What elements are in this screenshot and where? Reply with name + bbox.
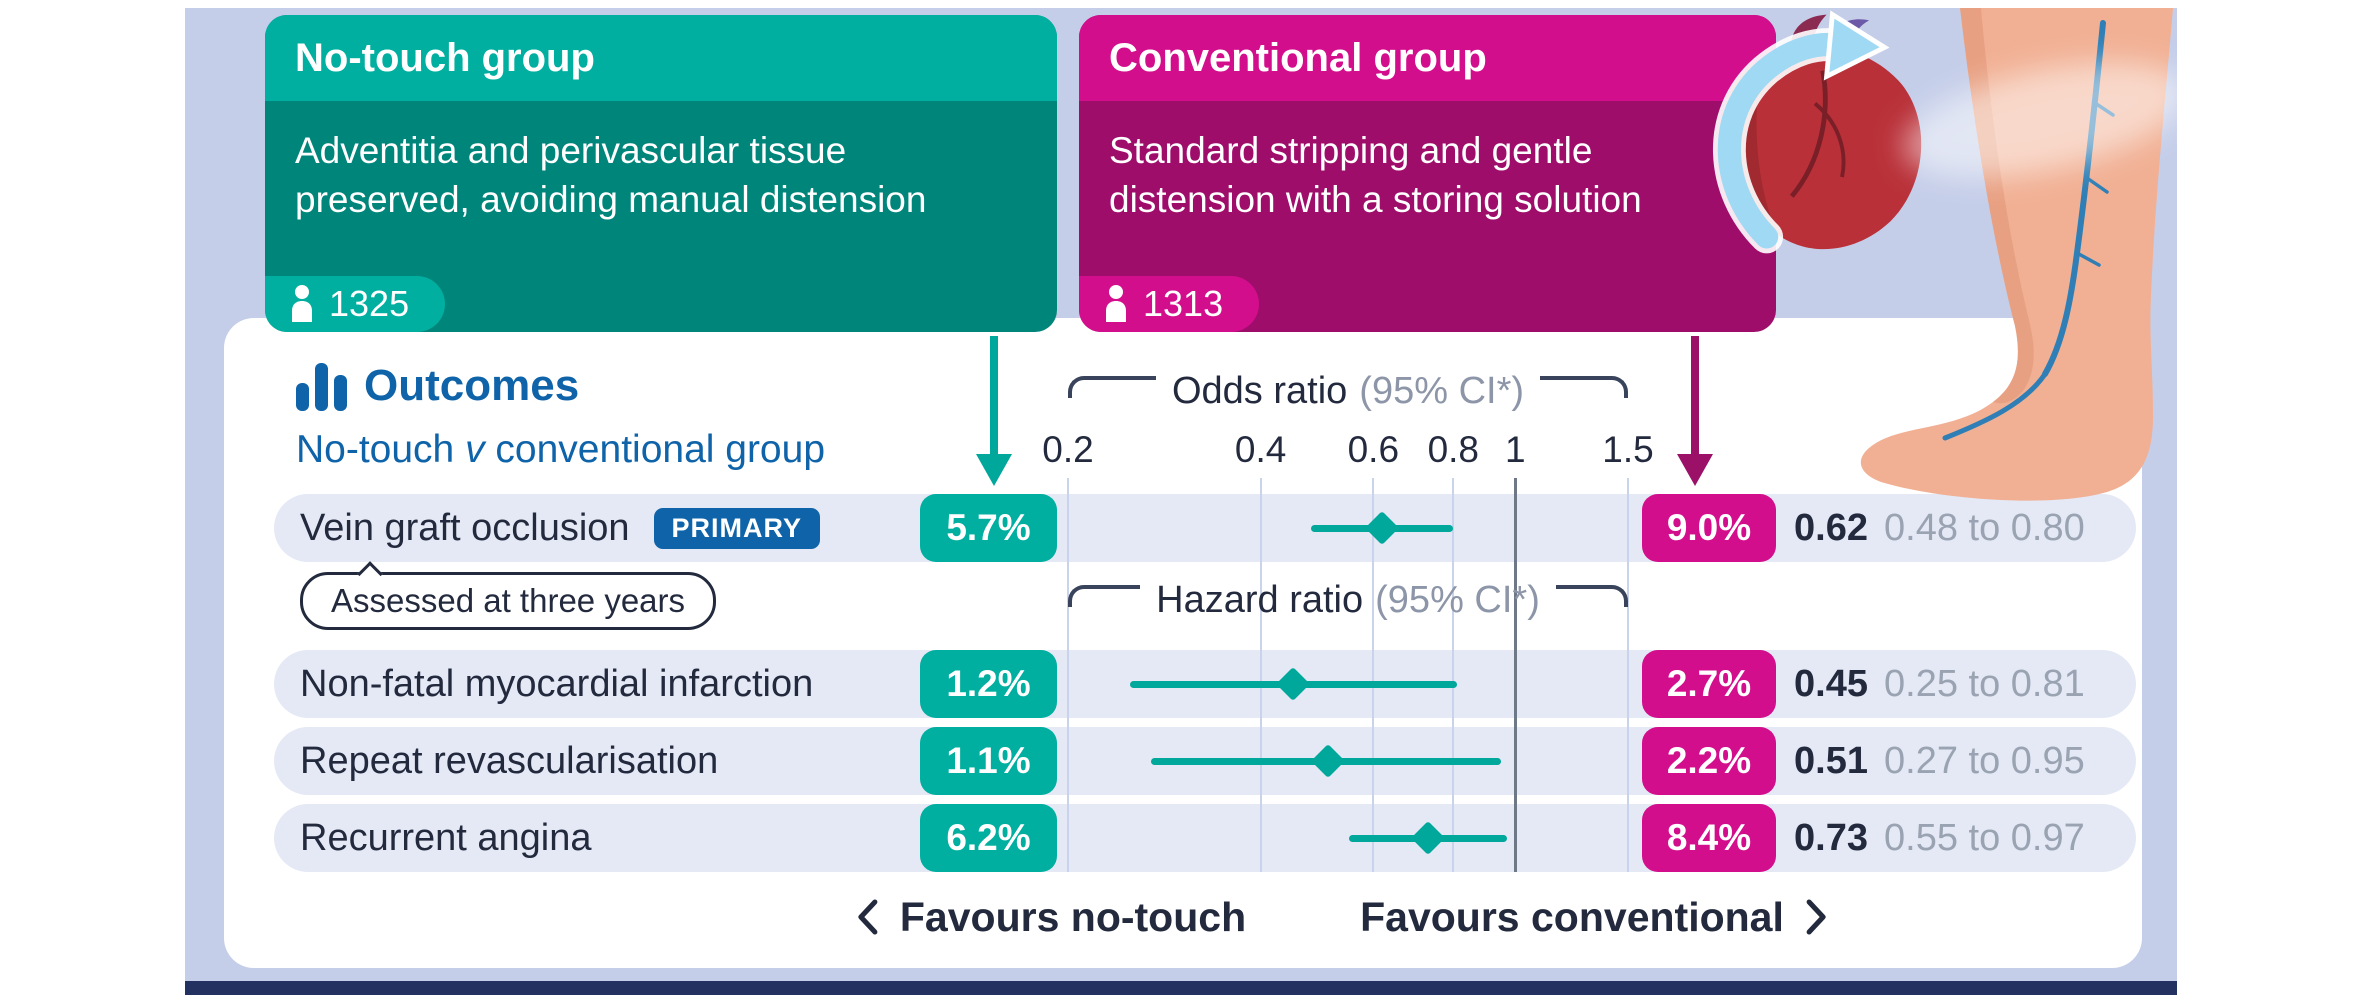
subtitle-v: v <box>465 428 485 471</box>
chevron-left-icon <box>858 899 878 935</box>
favours-left-label: Favours no-touch <box>899 893 1247 940</box>
conventional-arrow <box>1677 336 1713 486</box>
note-text: Assessed at three years <box>331 582 686 619</box>
row-background <box>274 494 2136 562</box>
odds-ratio-bracket: Odds ratio (95% CI*) <box>1068 368 1628 414</box>
pct-conventional: 2.2% <box>1642 727 1776 795</box>
hazard-ratio-label: Hazard ratio (95% CI*) <box>1156 579 1540 622</box>
outcomes-header: Outcomes <box>296 360 579 412</box>
conventional-card-description: Standard stripping and gentle distension… <box>1109 130 1642 220</box>
outcome-label: Vein graft occlusion PRIMARY <box>300 494 821 562</box>
outcome-name: Repeat revascularisation <box>300 739 719 782</box>
pct-no-touch: 6.2% <box>920 804 1057 872</box>
outcome-row: Vein graft occlusion PRIMARY 5.7% 9.0% 0… <box>274 494 2136 562</box>
no-touch-card: No-touch group Adventitia and perivascul… <box>265 15 1057 332</box>
no-touch-count: 1325 <box>329 283 410 324</box>
pct-no-touch: 5.7% <box>920 494 1057 562</box>
heart-illustration <box>1712 10 1922 254</box>
ci-range: 0.27 to 0.95 <box>1884 739 2085 782</box>
person-icon <box>1106 285 1126 322</box>
ci-note: (95% CI*) <box>1359 369 1525 412</box>
primary-badge: PRIMARY <box>653 507 821 549</box>
outcome-name: Non-fatal myocardial infarction <box>300 662 814 705</box>
bar-chart-icon <box>296 363 347 411</box>
outcome-row: Non-fatal myocardial infarction 1.2% 2.7… <box>274 650 2136 718</box>
blue-arrow-icon <box>1717 32 1852 249</box>
measure-label: Hazard ratio <box>1156 578 1364 621</box>
estimate-value: 0.51 <box>1794 739 1868 782</box>
bracket-line-right <box>1540 376 1628 398</box>
bracket-line-left <box>1068 376 1156 398</box>
pct-conventional: 8.4% <box>1642 804 1776 872</box>
pct-conventional: 9.0% <box>1642 494 1776 562</box>
conventional-card-title: Conventional group <box>1079 15 1776 101</box>
bracket-line-left <box>1068 585 1141 607</box>
bottom-navy-bar <box>185 981 2177 995</box>
outcome-name: Vein graft occlusion <box>300 506 630 549</box>
no-touch-card-description: Adventitia and perivascular tissue prese… <box>295 130 927 220</box>
ci-range: 0.55 to 0.97 <box>1884 816 2085 859</box>
pct-no-touch: 1.2% <box>920 650 1057 718</box>
subtitle-suffix: conventional group <box>484 428 826 471</box>
conventional-count: 1313 <box>1143 283 1224 324</box>
estimate-value: 0.73 <box>1794 816 1868 859</box>
pct-no-touch: 1.1% <box>920 727 1057 795</box>
conventional-participants-badge: 1313 <box>1079 276 1260 332</box>
odds-ratio-label: Odds ratio (95% CI*) <box>1172 370 1524 413</box>
conventional-card: Conventional group Standard stripping an… <box>1079 15 1776 332</box>
person-icon <box>292 285 312 322</box>
outcomes-title: Outcomes <box>364 361 580 410</box>
favours-left: Favours no-touch <box>856 892 1246 942</box>
chevron-right-icon <box>1806 899 1826 935</box>
ci-range: 0.48 to 0.80 <box>1884 506 2085 549</box>
row-background <box>274 804 2136 872</box>
outcome-row: Recurrent angina 6.2% 8.4% 0.73 0.55 to … <box>274 804 2136 872</box>
subtitle-prefix: No-touch <box>296 428 466 471</box>
favours-right-label: Favours conventional <box>1360 893 1784 940</box>
measure-label: Odds ratio <box>1171 369 1348 412</box>
hazard-ratio-bracket: Hazard ratio (95% CI*) <box>1068 577 1629 623</box>
ci-note: (95% CI*) <box>1375 578 1540 621</box>
bracket-line-right <box>1555 585 1629 607</box>
outcome-label: Repeat revascularisation <box>300 727 718 795</box>
outcome-name: Recurrent angina <box>300 816 592 859</box>
estimate-value: 0.45 <box>1794 662 1868 705</box>
estimate-value: 0.62 <box>1794 506 1868 549</box>
favours-right: Favours conventional <box>1360 892 1828 942</box>
no-touch-participants-badge: 1325 <box>265 276 446 332</box>
outcome-row: Repeat revascularisation 1.1% 2.2% 0.51 … <box>274 727 2136 795</box>
no-touch-arrow <box>976 336 1012 486</box>
note-bubble: Assessed at three years <box>300 561 717 630</box>
outcomes-subtitle: No-touch v conventional group <box>296 428 825 472</box>
no-touch-card-title: No-touch group <box>265 15 1057 101</box>
outcome-label: Non-fatal myocardial infarction <box>300 650 813 718</box>
outcome-label: Recurrent angina <box>300 804 592 872</box>
ci-range: 0.25 to 0.81 <box>1884 662 2085 705</box>
pct-conventional: 2.7% <box>1642 650 1776 718</box>
